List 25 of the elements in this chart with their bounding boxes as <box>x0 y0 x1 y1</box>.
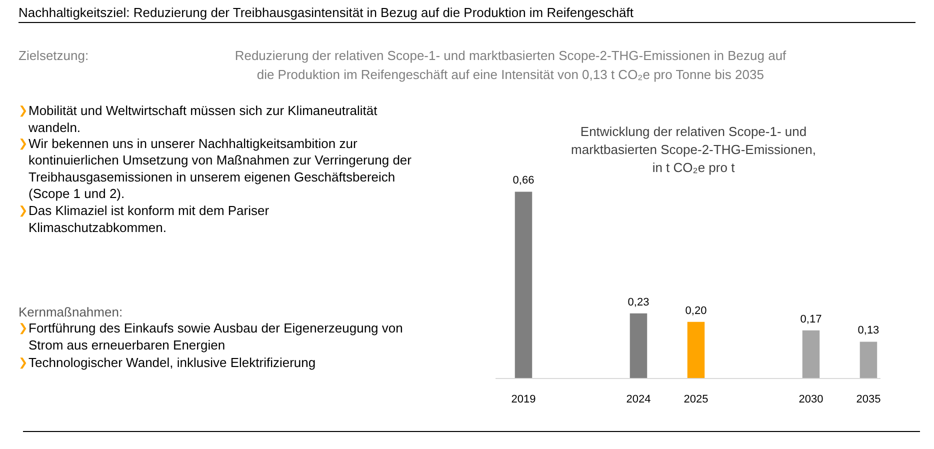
x-tick-label: 2024 <box>626 394 651 406</box>
text: ❯Technologischer Wandel, inklusive Elektrifizierung <box>18 355 316 370</box>
text: ❯Das Klimaziel ist konform mit dem Pariser Klimaschutzabkommen. <box>18 202 270 235</box>
text: Nachhaltigkeitsziel: Reduzierung der Treibhausgasintensität in Bezug auf die Produktion im Reifengeschäft <box>18 5 634 20</box>
chart-subtitle: Entwicklung der relativen Scope-1- und marktbasierten Scope-2-THG-Emissionen, in t CO₂e pro t <box>571 124 816 175</box>
data-label: 0,23 <box>628 296 650 308</box>
text: ❯Mobilität und Weltwirtschaft müssen sich zur Klimaneutralität wandeln. <box>18 103 378 135</box>
x-tick-label: 2025 <box>684 394 708 406</box>
x-tick-label: 2035 <box>856 394 881 406</box>
bar <box>802 330 820 378</box>
data-label: 0,20 <box>685 304 707 317</box>
text: ❯Fortführung des Einkaufs sowie Ausbau der Eigenerzeugung von Strom aus erneuerbaren Energien <box>18 320 403 352</box>
data-label: 0,66 <box>512 174 534 187</box>
data-label: 0,17 <box>800 313 822 326</box>
text: Kernmaßnahmen: <box>18 304 123 320</box>
x-tick-label: 2019 <box>511 394 536 406</box>
x-tick-label: 2030 <box>798 394 824 406</box>
text: Reduzierung der relativen Scope-1- und marktbasierten Scope-2-THG-Emissionen in Bezug auf die Produktion im Reifengeschäft auf eine Intensität von 0,13 t CO₂e pro Tonne bis 2035 <box>234 48 787 82</box>
bar <box>860 342 878 378</box>
text: ❯Wir bekennen uns in unserer Nachhaltigkeitsambition zur kontinuierlichen Umsetzung von Maßnahmen zur Verringerung der Treibhausgasemissionen in unserem eigenen Geschäftsbereich (Scope 1 und 2). <box>18 136 412 202</box>
bar <box>514 192 532 378</box>
bar <box>687 322 705 378</box>
text: Zielsetzung: <box>18 48 89 63</box>
bar <box>630 313 648 378</box>
data-label: 0,13 <box>858 324 880 337</box>
